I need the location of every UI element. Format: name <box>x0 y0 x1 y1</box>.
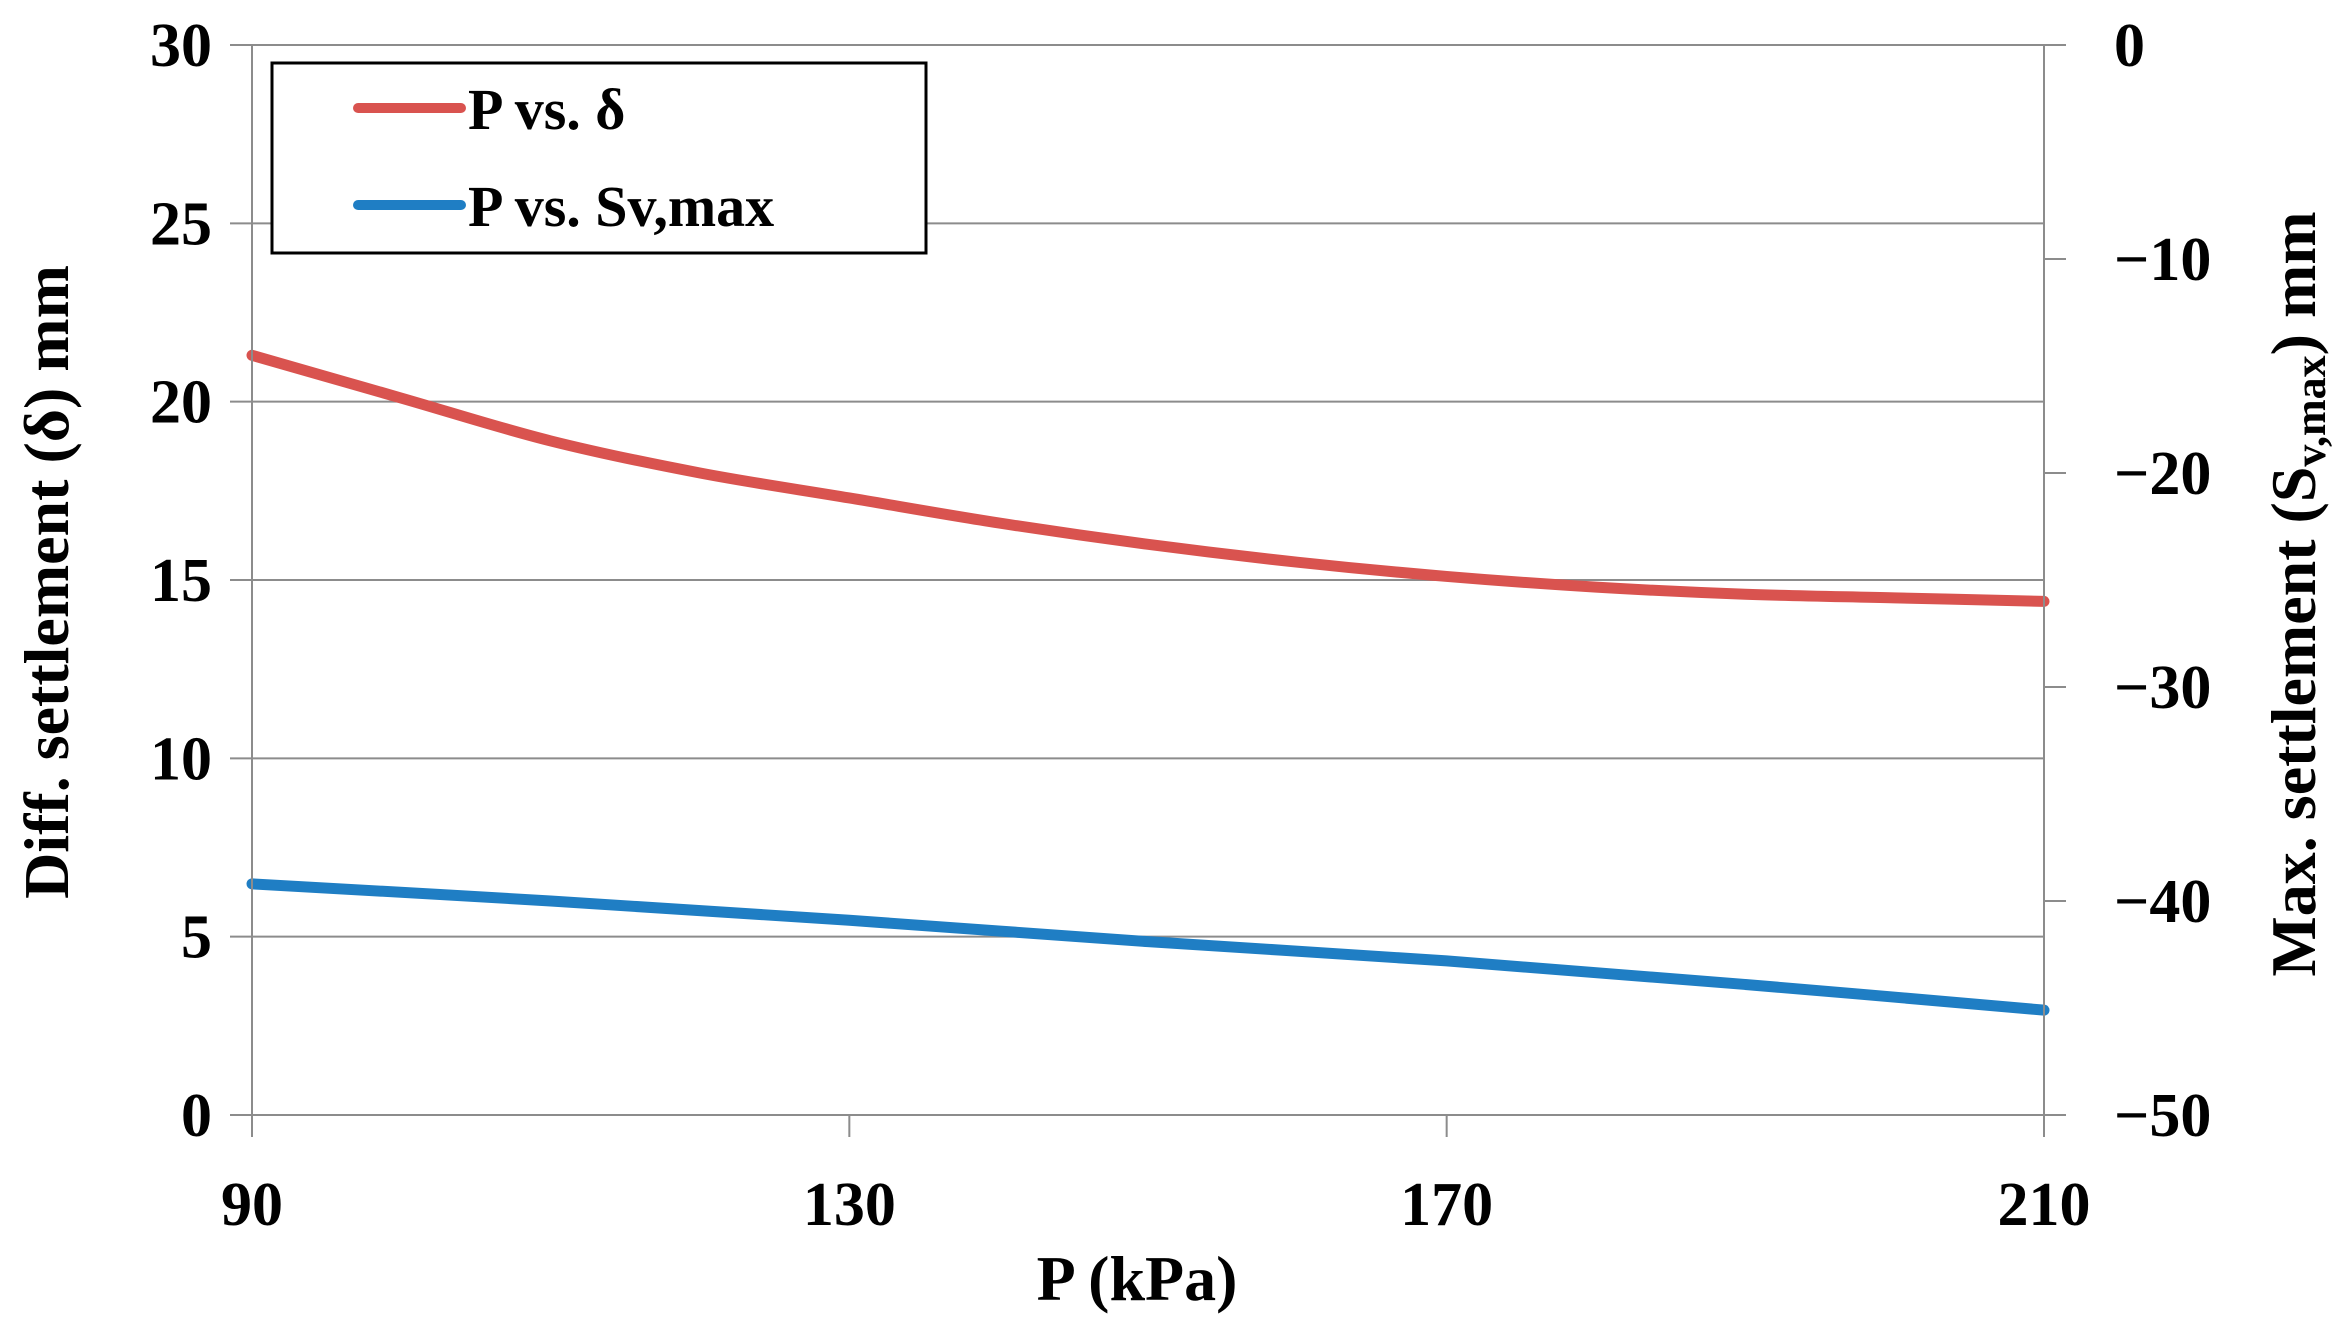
right-y-tick-40: −40 <box>2114 868 2211 936</box>
left-y-tick-25: 25 <box>150 190 212 258</box>
left-y-tick-5: 5 <box>181 904 212 972</box>
right-y-axis-title: Max. settlement (Sv,max) mm <box>2258 211 2335 976</box>
right-y-tick-0: 0 <box>2114 12 2145 80</box>
x-tick-210: 210 <box>1998 1171 2091 1239</box>
legend-label-p-vs-sv-max: P vs. Sv,max <box>468 174 774 239</box>
series-line-p-vs-sv-max <box>246 878 2050 1016</box>
legend-box <box>270 61 928 255</box>
legend-label-p-vs-delta: P vs. δ <box>468 77 625 142</box>
right-y-axis-title-suffix: ) mm <box>2258 211 2329 355</box>
left-y-tick-labels: 0 5 10 15 20 25 30 <box>150 12 212 1150</box>
right-y-axis-title-subscript: v,max <box>2286 355 2335 466</box>
left-y-tick-10: 10 <box>150 725 212 793</box>
series-line-p-vs-delta <box>246 349 2050 607</box>
series-lines <box>246 349 2050 1016</box>
right-y-tick-30: −30 <box>2114 654 2211 722</box>
right-y-axis-title-prefix: Max. settlement (S <box>2258 467 2329 977</box>
x-tick-130: 130 <box>803 1171 896 1239</box>
left-y-tick-30: 30 <box>150 12 212 80</box>
right-y-tick-50: −50 <box>2114 1082 2211 1150</box>
right-y-tick-10: −10 <box>2114 226 2211 294</box>
left-y-tick-15: 15 <box>150 547 212 615</box>
left-y-axis-title: Diff. settlement (δ) mm <box>11 265 82 899</box>
x-axis-title: P (kPa) <box>1037 1243 1238 1314</box>
axes <box>230 44 2066 1137</box>
x-tick-90: 90 <box>221 1171 283 1239</box>
left-y-tick-0: 0 <box>181 1082 212 1150</box>
legend: P vs. δ P vs. Sv,max <box>270 61 928 255</box>
right-y-tick-labels: −50 −40 −30 −20 −10 0 <box>2114 12 2211 1150</box>
x-tick-labels: 90 130 170 210 <box>221 1171 2091 1239</box>
x-tick-170: 170 <box>1400 1171 1493 1239</box>
left-y-tick-20: 20 <box>150 369 212 437</box>
right-y-tick-20: −20 <box>2114 440 2211 508</box>
